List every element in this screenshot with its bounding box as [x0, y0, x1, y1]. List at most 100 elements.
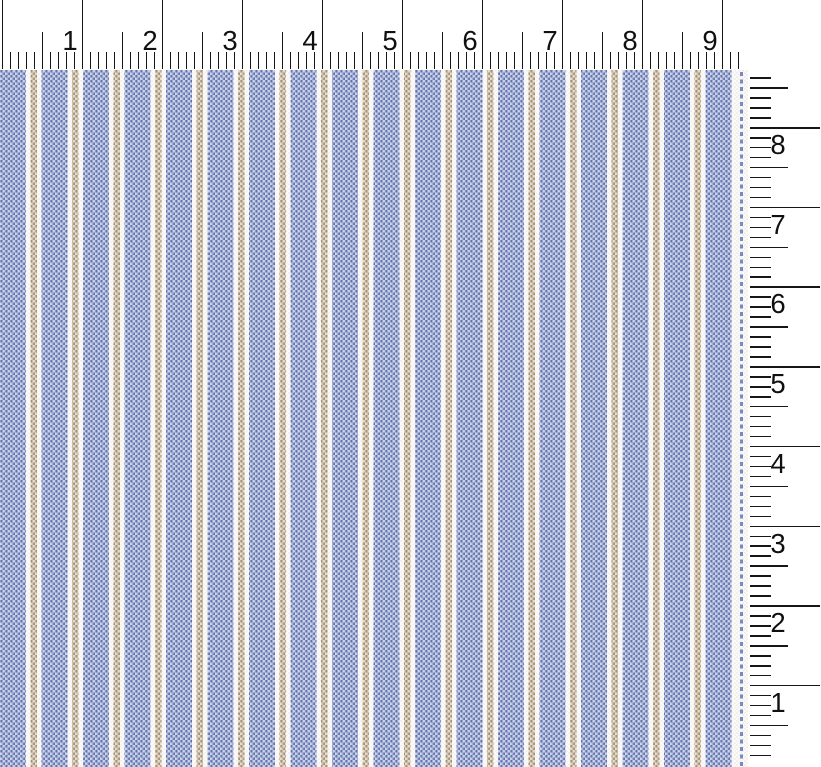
- ruler-fine-tick: [337, 52, 340, 69]
- ruler-fine-tick: [17, 52, 20, 69]
- ruler-half-tick: [601, 32, 604, 69]
- ruler-fine-tick: [750, 176, 771, 179]
- ruler-fine-tick: [97, 52, 100, 69]
- ruler-fine-tick: [193, 52, 196, 69]
- ruler-fine-tick: [713, 52, 716, 69]
- ruler-fine-tick: [305, 52, 308, 69]
- ruler-fine-tick: [553, 52, 556, 69]
- ruler-integer-tick: [81, 0, 84, 69]
- ruler-fine-tick: [265, 52, 268, 69]
- ruler-fine-tick: [750, 356, 771, 358]
- ruler-half-tick: [750, 87, 788, 89]
- ruler-half-tick: [750, 565, 788, 567]
- ruler-fine-tick: [345, 52, 348, 69]
- ruler-half-tick: [281, 32, 284, 69]
- ruler-fine-tick: [225, 52, 228, 69]
- right-ruler-number: 6: [770, 288, 786, 320]
- ruler-half-tick: [750, 246, 788, 249]
- ruler-fine-tick: [750, 346, 771, 348]
- ruler-fine-tick: [489, 52, 492, 69]
- ruler-half-tick: [750, 405, 788, 408]
- ruler-half-tick: [750, 645, 788, 647]
- ruler-fine-tick: [750, 396, 771, 398]
- ruler-fine-tick: [9, 52, 12, 69]
- ruler-fine-tick: [750, 156, 771, 159]
- ruler-fine-tick: [633, 52, 636, 69]
- ruler-fine-tick: [625, 52, 628, 69]
- ruler-fine-tick: [393, 52, 396, 69]
- ruler-integer-tick: [161, 0, 164, 69]
- ruler-fine-tick: [473, 52, 476, 69]
- top-ruler-number: 1: [62, 25, 78, 56]
- ruler-fine-tick: [750, 714, 771, 717]
- ruler-fine-tick: [750, 744, 771, 747]
- ruler-fine-tick: [750, 306, 771, 308]
- ruler-fine-tick: [513, 52, 516, 69]
- ruler-fine-tick: [593, 52, 596, 69]
- ruler-half-tick: [201, 32, 204, 69]
- ruler-half-tick: [121, 32, 124, 69]
- selvage-dashed-thread: [740, 72, 743, 767]
- ruler-fine-tick: [353, 52, 356, 69]
- ruler-fine-tick: [313, 52, 316, 69]
- ruler-fine-tick: [750, 435, 771, 438]
- ruler-fine-tick: [750, 296, 771, 298]
- right-ruler-number: 1: [770, 686, 786, 718]
- ruler-integer-line: [750, 684, 820, 687]
- ruler-integer-tick: [721, 0, 724, 69]
- ruler-fine-tick: [750, 117, 771, 119]
- ruler-fine-tick: [417, 52, 420, 69]
- ruler-fine-tick: [369, 52, 372, 69]
- top-ruler-number: 3: [222, 25, 238, 56]
- ruler-fine-tick: [750, 226, 771, 229]
- top-ruler-number: 5: [382, 25, 398, 56]
- ruler-fine-tick: [329, 52, 332, 69]
- ruler-fine-tick: [249, 52, 252, 69]
- ruler-fine-tick: [750, 376, 771, 378]
- ruler-fine-tick: [49, 52, 52, 69]
- ruler-integer-tick: [401, 0, 404, 69]
- ruler-fine-tick: [750, 495, 771, 498]
- top-ruler-number: 2: [142, 25, 158, 56]
- ruler-fine-tick: [545, 52, 548, 69]
- ruler-fine-tick: [65, 52, 68, 69]
- ruler-fine-tick: [609, 52, 612, 69]
- ruler-fine-tick: [750, 754, 771, 757]
- ruler-fine-tick: [457, 52, 460, 69]
- top-ruler-number: 7: [542, 25, 558, 56]
- ruler-fine-tick: [750, 146, 771, 149]
- ruler-fine-tick: [673, 52, 676, 69]
- ruler-corner-blank: [748, 0, 821, 70]
- ruler-fine-tick: [750, 555, 771, 557]
- ruler-fine-tick: [750, 425, 771, 428]
- ruler-fine-tick: [750, 625, 771, 627]
- ruler-fine-tick: [577, 52, 580, 69]
- ruler-fine-tick: [750, 665, 771, 667]
- ruler-fine-tick: [505, 52, 508, 69]
- top-ruler-number: 4: [302, 25, 318, 56]
- ruler-fine-tick: [657, 52, 660, 69]
- ruler-integer-line: [750, 127, 820, 129]
- ruler-fine-tick: [750, 276, 771, 278]
- ticking-stripe-pattern: [0, 70, 735, 767]
- fabric-swatch: [0, 70, 748, 767]
- ruler-integer-tick: [321, 0, 324, 69]
- ruler-fine-tick: [665, 52, 668, 69]
- ruler-fine-tick: [169, 52, 172, 69]
- ruler-fine-tick: [750, 455, 771, 458]
- ruler-fine-tick: [257, 52, 260, 69]
- ruler-fine-tick: [750, 415, 771, 418]
- ruler-fine-tick: [137, 52, 140, 69]
- ruler-fine-tick: [750, 77, 771, 79]
- ruler-fine-tick: [33, 52, 36, 69]
- ruler-fine-tick: [750, 475, 771, 478]
- ruler-fine-tick: [25, 52, 28, 69]
- ruler-fine-tick: [750, 256, 771, 259]
- ruler-fine-tick: [750, 236, 771, 239]
- ruler-fine-tick: [89, 52, 92, 69]
- ruler-half-tick: [361, 32, 364, 69]
- ruler-half-tick: [750, 326, 788, 328]
- ruler-fine-tick: [385, 52, 388, 69]
- ruler-fine-tick: [750, 196, 771, 199]
